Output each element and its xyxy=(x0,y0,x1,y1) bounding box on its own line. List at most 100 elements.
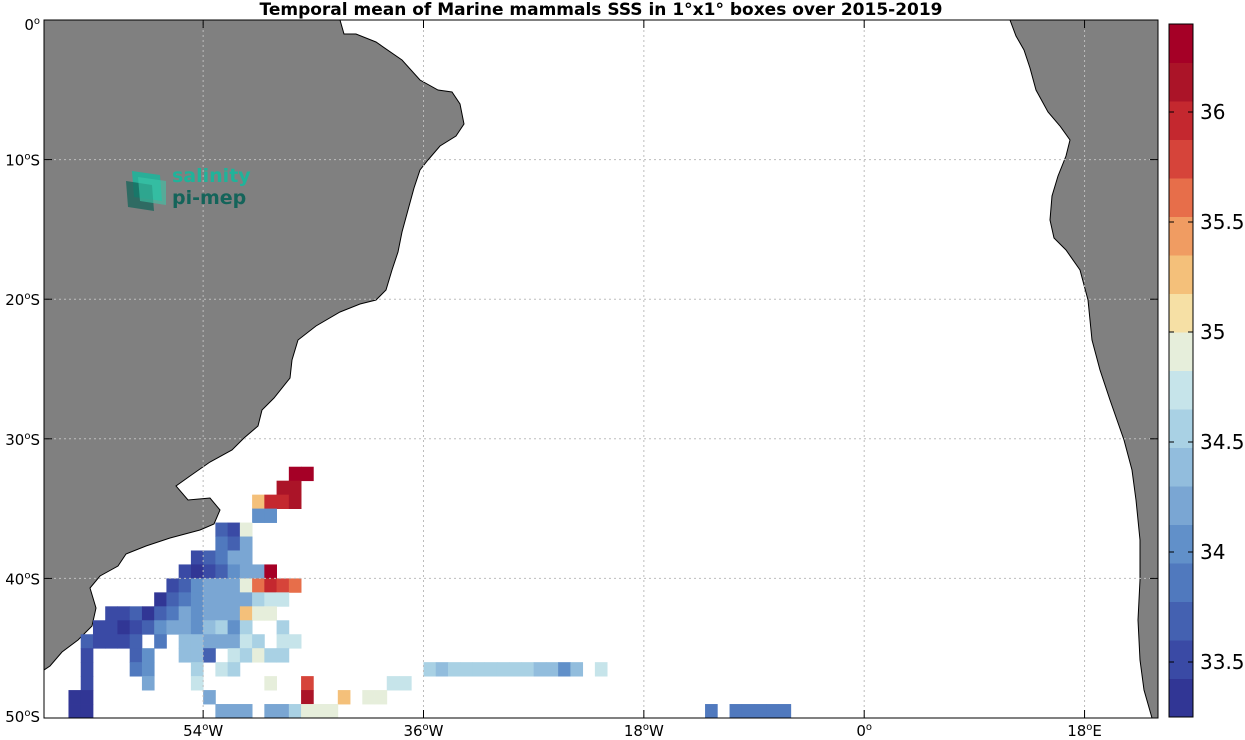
sss-cell xyxy=(239,634,253,649)
sss-cell xyxy=(215,536,229,551)
sss-cell xyxy=(447,662,461,677)
sss-cell xyxy=(117,620,131,635)
logo-mark-icon xyxy=(126,171,166,211)
sss-cell xyxy=(227,550,241,565)
colorbar-tick-label: 35.5 xyxy=(1200,210,1245,234)
sss-cell xyxy=(239,648,253,663)
sss-cell xyxy=(227,592,241,607)
sss-cell xyxy=(215,578,229,593)
colorbar-level xyxy=(1169,563,1193,602)
colorbar-tick-label: 34.5 xyxy=(1200,430,1245,454)
sss-cell xyxy=(129,634,143,649)
sss-cell xyxy=(227,564,241,579)
sss-cell xyxy=(190,592,204,607)
colorbar-level xyxy=(1169,139,1193,179)
sss-cell xyxy=(288,466,302,482)
sss-cell xyxy=(325,704,339,718)
sss-cell xyxy=(80,634,94,649)
sss-cell xyxy=(215,522,229,537)
colorbar-level xyxy=(1169,486,1193,525)
sss-cell xyxy=(80,648,94,663)
sss-cell xyxy=(423,662,437,677)
tick-label: 50oS xyxy=(5,708,40,726)
sss-cell xyxy=(252,508,265,523)
sss-cell xyxy=(337,690,351,705)
sss-cell xyxy=(129,606,143,621)
colorbar-tick-label: 34 xyxy=(1200,540,1225,564)
map-frame xyxy=(43,19,1159,719)
sss-cell xyxy=(705,704,718,718)
sss-cell xyxy=(190,620,204,635)
sss-cell xyxy=(141,620,155,635)
colorbar-level xyxy=(1169,524,1193,564)
sss-cell xyxy=(166,620,180,635)
sss-cell xyxy=(594,662,608,677)
sss-cell xyxy=(741,704,755,718)
colorbar-level xyxy=(1169,447,1193,487)
longitude-ticks: 54oW 36oW 18oW 0o 18oE xyxy=(183,20,1102,740)
sss-cell xyxy=(68,704,82,718)
colorbar-level xyxy=(1169,255,1193,294)
sss-cell xyxy=(301,466,314,482)
sss-cell xyxy=(215,592,229,607)
sss-cell xyxy=(239,564,253,579)
sss-cell xyxy=(276,704,290,718)
sss-cell xyxy=(141,676,155,691)
sss-cell xyxy=(533,662,547,677)
sss-cell xyxy=(252,592,265,607)
logo-word-pi-mep: pi-mep xyxy=(172,187,247,209)
sss-cell xyxy=(190,578,204,593)
sss-cell xyxy=(484,662,498,677)
sss-cell xyxy=(239,606,253,621)
map-title: Temporal mean of Marine mammals SSS in 1… xyxy=(259,0,943,20)
sss-cell xyxy=(288,480,302,496)
sss-cell xyxy=(203,634,216,649)
sss-cell xyxy=(386,676,400,691)
sss-cell xyxy=(203,648,216,663)
sss-cell xyxy=(558,662,571,677)
sss-cell xyxy=(203,690,216,705)
colorbar-tick-label: 36 xyxy=(1200,100,1225,124)
sss-cell xyxy=(190,606,204,621)
sss-cell xyxy=(276,480,290,496)
sss-cell xyxy=(264,494,277,509)
sss-cell xyxy=(227,606,241,621)
sss-cell xyxy=(778,704,792,718)
sss-cell xyxy=(154,634,167,649)
sss-cell xyxy=(105,634,118,649)
sss-cell xyxy=(178,564,192,579)
sss-cell xyxy=(227,634,241,649)
sss-cell xyxy=(460,662,473,677)
logo-word-salinity: salinity xyxy=(172,165,251,187)
sss-cell xyxy=(154,592,167,607)
colorbar-level xyxy=(1169,178,1193,217)
sss-cell xyxy=(288,494,302,509)
sss-cell xyxy=(105,606,118,621)
sss-cell xyxy=(105,620,118,635)
colorbar-level xyxy=(1169,101,1193,140)
sss-cell xyxy=(301,704,314,718)
sss-cell xyxy=(521,662,535,677)
sss-cell xyxy=(129,648,143,663)
sss-cell xyxy=(276,620,290,635)
sss-cell xyxy=(252,634,265,649)
sss-cell xyxy=(276,634,290,649)
sss-cell xyxy=(496,662,510,677)
sss-cell xyxy=(141,648,155,663)
sss-cell xyxy=(190,550,204,565)
sss-cells xyxy=(68,466,792,718)
colorbar-frame xyxy=(1168,23,1194,718)
sss-cell xyxy=(766,704,779,718)
sss-cell xyxy=(203,550,216,565)
sss-cell xyxy=(141,606,155,621)
tick-label: 30oS xyxy=(5,431,40,449)
sss-cell xyxy=(264,606,277,621)
colorbar-level xyxy=(1169,601,1193,641)
sss-cell xyxy=(190,676,204,691)
tick-label: 40oS xyxy=(5,570,40,588)
sss-cell xyxy=(178,648,192,663)
tick-label: 18oE xyxy=(1067,722,1102,740)
sss-cell xyxy=(178,578,192,593)
graticule xyxy=(44,20,1158,718)
